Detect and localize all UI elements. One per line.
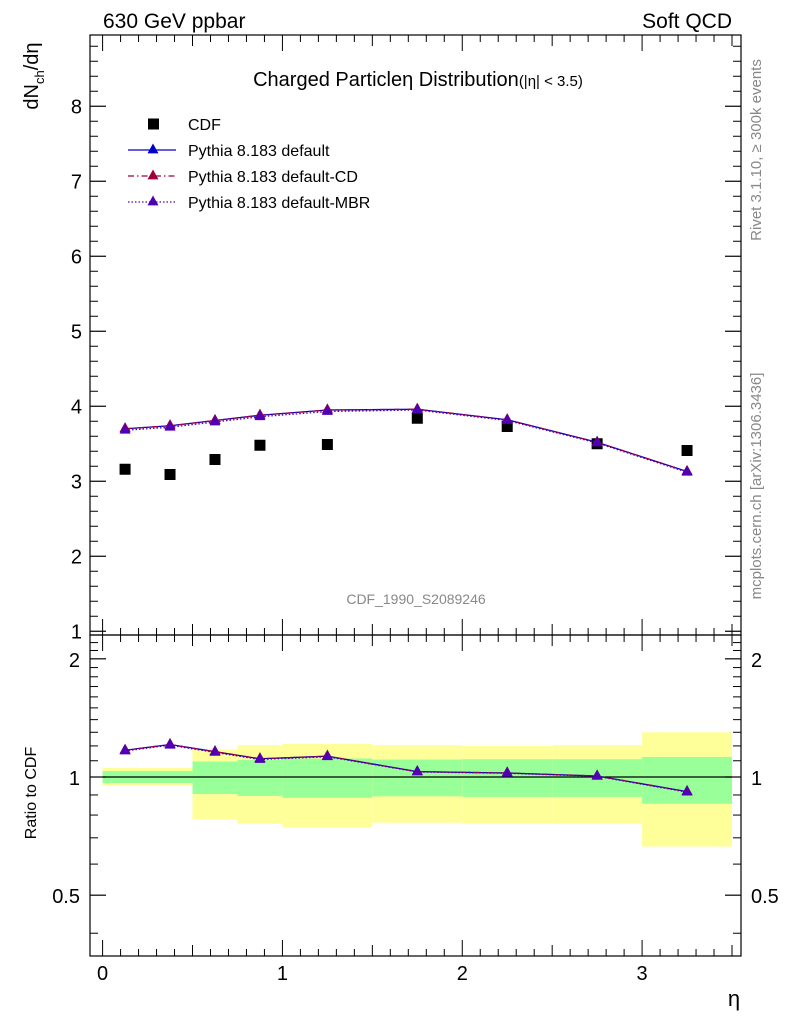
plot-title: Charged Particleη Distribution(|η| < 3.5… — [253, 69, 583, 91]
y-tick-label: 4 — [71, 396, 82, 418]
series-marker-3 — [681, 465, 693, 476]
legend-marker — [147, 195, 159, 206]
rivet-label: Rivet 3.1.10, ≥ 300k events — [748, 59, 765, 241]
cdf-data-point — [209, 454, 221, 465]
legend-label: Pythia 8.183 default-MBR — [188, 195, 370, 212]
y-tick-label: 5 — [71, 321, 82, 343]
ratio-marker-2 — [321, 750, 333, 761]
ratio-marker-2 — [411, 765, 423, 776]
series-marker-3 — [501, 413, 513, 424]
title-eta: η — [402, 69, 413, 91]
ylabel-sub: ch — [32, 70, 47, 84]
legend: CDF Pythia 8.183 default Pythia 8.183 defa… — [128, 117, 370, 212]
x-tick-label: 3 — [637, 963, 648, 985]
uncertainty-band-inner — [372, 759, 463, 797]
cdf-data-point — [321, 439, 333, 450]
uncertainty-band-inner — [192, 761, 238, 795]
cdf-data-point — [254, 439, 266, 451]
energy-label: 630 GeV ppbar — [103, 10, 245, 33]
x-tick-label: 1 — [277, 963, 288, 985]
series-marker-3 — [119, 423, 131, 434]
ratio-marker-2 — [501, 766, 513, 777]
ratio-y-tick-label-left: 0.5 — [52, 886, 80, 908]
ratio-frame — [89, 634, 742, 957]
legend-label: Pythia 8.183 default — [188, 143, 330, 160]
legend-marker — [147, 169, 159, 180]
series-line-2 — [125, 408, 688, 473]
ratio-marker-2 — [164, 738, 176, 749]
y-axis-label: dNch/dη — [21, 42, 47, 109]
legend-label: CDF — [188, 117, 221, 134]
title-rest: Distribution — [413, 69, 519, 91]
uncertainty-band-inner — [282, 758, 373, 798]
cdf-data-point — [411, 412, 423, 424]
ratio-panel: 0.5 0.5 1 1 2 2 0 1 2 3 Ratio to CDF η — [23, 634, 779, 1011]
ylabel-tail: /dη — [21, 42, 43, 70]
series-marker-3 — [591, 436, 603, 447]
y-tick-label: 6 — [71, 246, 82, 268]
cdf-data-point — [164, 469, 176, 480]
cdf-data-point — [119, 463, 131, 475]
series-marker-3 — [321, 404, 333, 415]
ylabel-main: dN — [21, 84, 43, 110]
y-tick-label: 3 — [71, 471, 82, 493]
ratio-marker-2 — [254, 752, 266, 763]
series-line-1 — [125, 408, 688, 473]
legend-label: Pythia 8.183 default-CD — [188, 169, 358, 186]
analysis-watermark: CDF_1990_S2089246 — [346, 591, 486, 607]
ratio-marker-2 — [209, 745, 221, 756]
cdf-data-point — [501, 421, 513, 432]
x-tick-label: 2 — [457, 963, 468, 985]
ratio-y-tick-label-right: 1 — [751, 768, 762, 790]
mcplots-label: mcplots.cern.ch [arXiv:1306.3436] — [748, 373, 765, 600]
x-tick-label: 0 — [97, 963, 108, 985]
ratio-y-tick-label-right: 0.5 — [751, 886, 779, 908]
x-axis-label: η — [728, 986, 740, 1011]
ratio-y-tick-label-left: 2 — [69, 650, 80, 672]
legend-marker-cdf — [148, 118, 159, 130]
uncertainty-band-inner — [237, 759, 283, 796]
ratio-marker-2 — [591, 769, 603, 780]
category-label: Soft QCD — [642, 10, 732, 33]
series-marker-3 — [164, 420, 176, 431]
title-cut: (|η| < 3.5) — [519, 73, 583, 90]
y-tick-label: 8 — [71, 96, 82, 118]
main-panel: 1 2 3 4 5 6 7 8 Charged Particleη Distribution(… — [21, 34, 742, 643]
uncertainty-band-inner — [462, 759, 553, 797]
y-tick-label: 7 — [71, 171, 82, 193]
ratio-y-tick-label-right: 2 — [751, 650, 762, 672]
ratio-marker-2 — [681, 785, 693, 796]
ratio-y-axis-label: Ratio to CDF — [23, 747, 40, 840]
cdf-data-point — [681, 445, 693, 456]
y-tick-label: 2 — [71, 546, 82, 568]
uncertainty-band-inner — [642, 756, 733, 804]
ratio-marker-2 — [119, 744, 131, 755]
y-tick-label: 1 — [71, 621, 82, 643]
title-text: Charged Particle — [253, 69, 402, 91]
series-line-3 — [125, 409, 688, 473]
ratio-y-tick-label-left: 1 — [69, 768, 80, 790]
series-marker-3 — [411, 403, 423, 414]
series-marker-3 — [209, 415, 221, 426]
series-marker-3 — [254, 410, 266, 421]
legend-marker — [147, 143, 159, 154]
